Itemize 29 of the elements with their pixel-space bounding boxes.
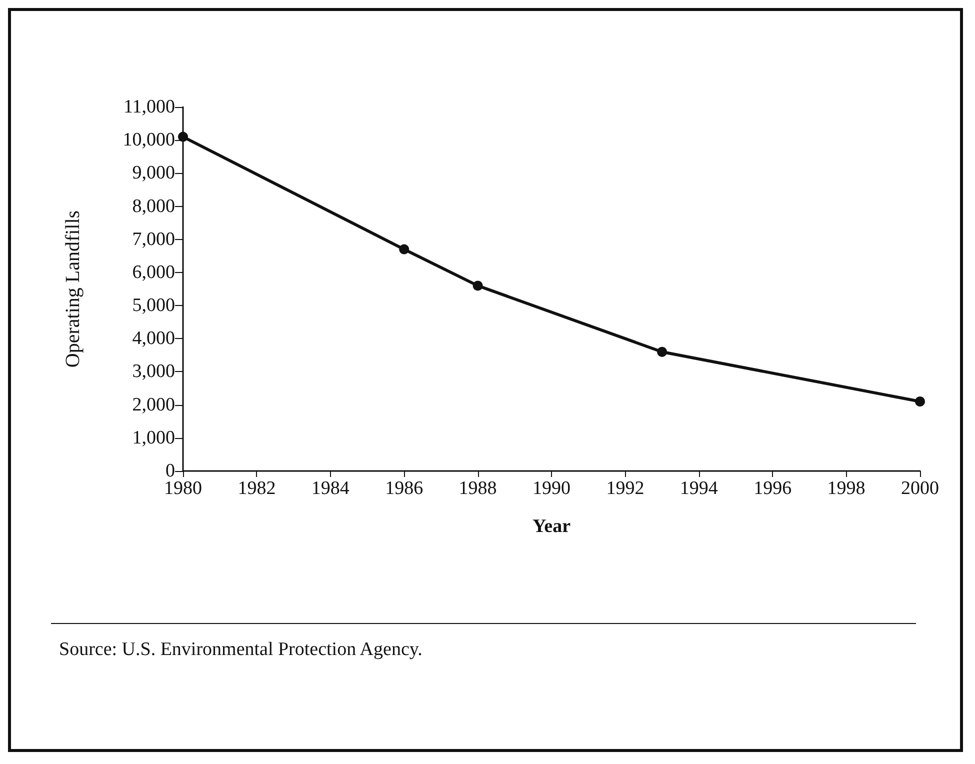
y-tick-label: 10,000	[122, 130, 175, 151]
y-tick-label: 8,000	[132, 196, 175, 217]
x-tick-label: 1986	[385, 478, 424, 499]
y-tick-label: 2,000	[132, 394, 175, 416]
x-tick-label: 1994	[680, 478, 718, 499]
y-axis-title: Operating Landfills	[62, 210, 84, 368]
y-tick-label: 5,000	[132, 295, 175, 316]
x-tick-label: 2000	[901, 478, 939, 499]
y-tick-label: 9,000	[132, 162, 175, 184]
point	[915, 396, 925, 407]
y-tick-label: 6,000	[132, 262, 175, 283]
x-tick-label: 1990	[532, 478, 570, 499]
y-tick-label: 3,000	[132, 361, 175, 382]
y-tick-label: 1,000	[132, 427, 175, 448]
x-tick-label: 1984	[311, 478, 350, 499]
x-tick-label: 1988	[458, 478, 497, 499]
y-tick-label: 4,000	[132, 328, 175, 350]
x-tick-label: 1992	[606, 478, 644, 499]
point	[657, 346, 668, 357]
source-note: Source: U.S. Environmental Protection Agency.	[59, 639, 422, 661]
point	[178, 132, 188, 142]
point	[399, 244, 410, 254]
point	[472, 280, 483, 291]
x-tick-label: 1982	[238, 478, 276, 499]
y-tick-label: 11,000	[123, 96, 175, 118]
x-tick-label: 1996	[754, 478, 792, 499]
x-axis-title: Year	[532, 516, 572, 537]
y-tick-label: 7,000	[132, 228, 175, 250]
x-tick-label: 1998	[827, 478, 866, 499]
